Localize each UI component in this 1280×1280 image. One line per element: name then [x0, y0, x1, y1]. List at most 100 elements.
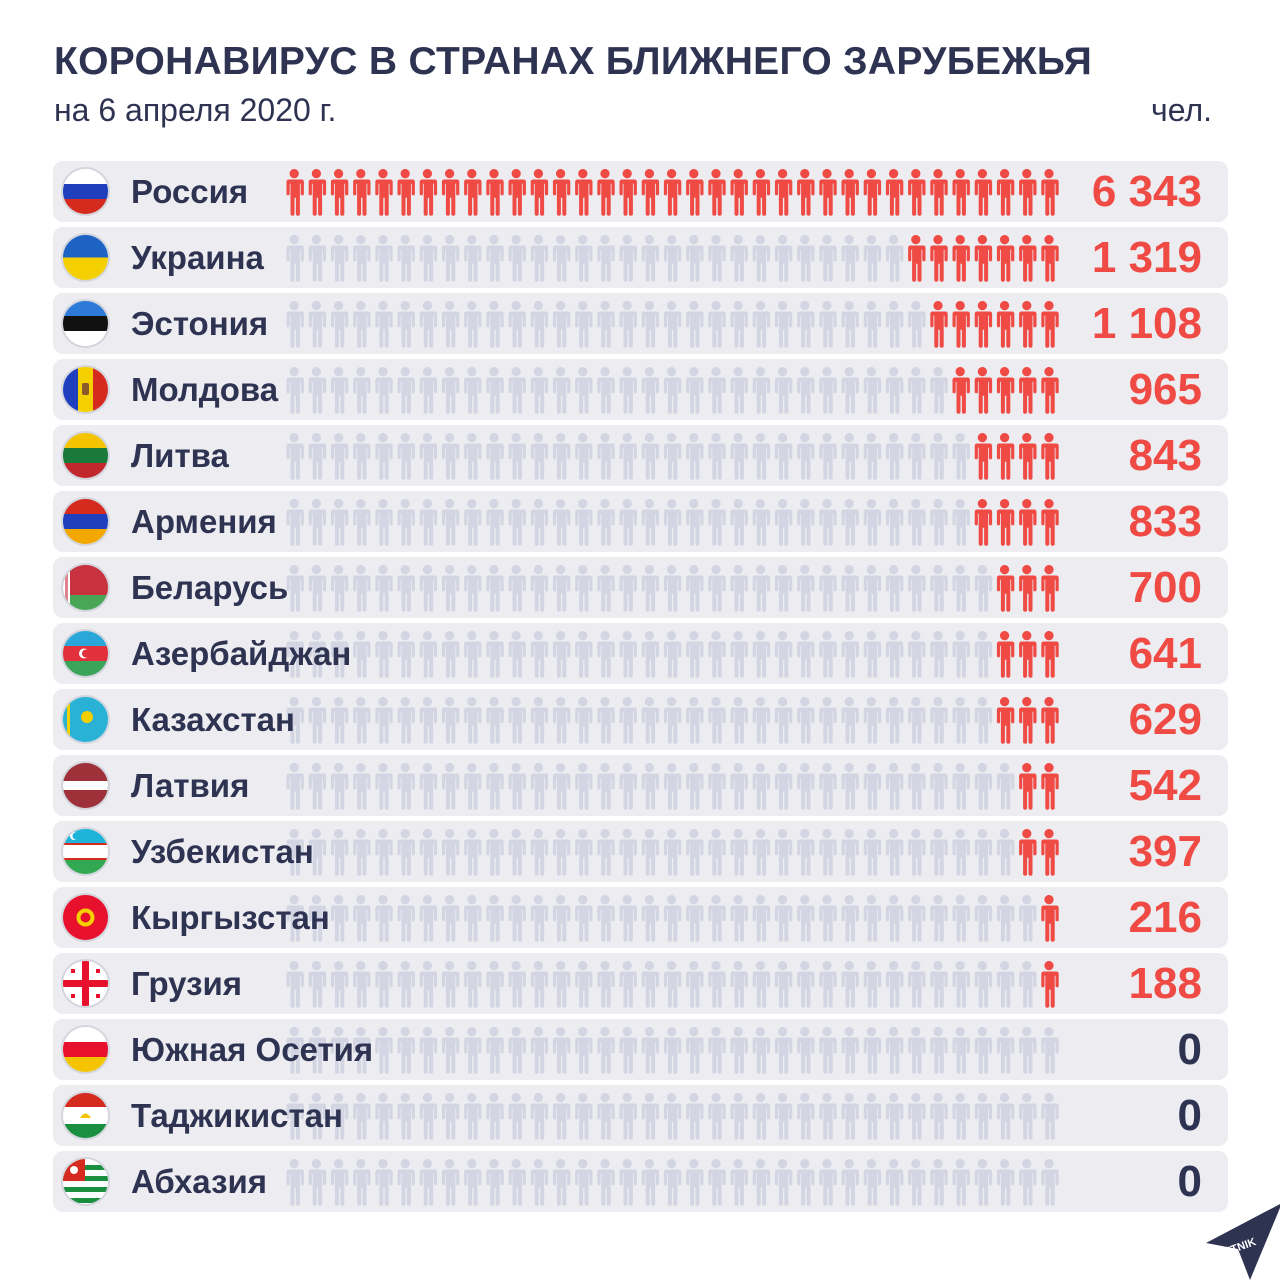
- person-icon: [908, 697, 926, 744]
- person-icon: [908, 433, 926, 480]
- person-icon: [774, 1159, 793, 1206]
- person-icon: [552, 697, 571, 744]
- person-icon: [974, 367, 993, 414]
- person-icon: [575, 301, 593, 348]
- person-icon: [885, 1027, 904, 1074]
- person-icon: [486, 565, 504, 612]
- person-icon: [774, 961, 793, 1008]
- person-icon: [641, 895, 660, 942]
- person-icon: [353, 169, 371, 216]
- person-icon: [663, 169, 682, 216]
- person-icon: [353, 565, 371, 612]
- person-icon: [952, 433, 970, 480]
- person-icon: [1019, 961, 1037, 1008]
- person-icon: [530, 1159, 549, 1206]
- person-icon: [508, 169, 526, 216]
- person-icon: [486, 169, 504, 216]
- country-label: Украина: [131, 239, 264, 276]
- person-icon: [930, 961, 948, 1008]
- person-icon: [508, 1027, 526, 1074]
- value-label: 0: [1177, 1091, 1202, 1140]
- person-icon: [353, 1093, 371, 1140]
- person-icon: [330, 1027, 349, 1074]
- person-icon: [708, 895, 726, 942]
- person-icon: [641, 565, 660, 612]
- person-icon: [1019, 367, 1037, 414]
- person-icon: [908, 235, 926, 282]
- person-icon: [530, 961, 549, 1008]
- person-icon: [819, 433, 837, 480]
- person-icon: [663, 763, 682, 810]
- person-icon: [663, 697, 682, 744]
- unit-label: чел.: [1151, 92, 1212, 128]
- person-icon: [730, 235, 748, 282]
- person-icon: [708, 433, 726, 480]
- country-label: Южная Осетия: [131, 1031, 374, 1068]
- person-icon: [774, 1093, 793, 1140]
- person-icon: [1041, 631, 1059, 678]
- person-icon: [752, 829, 771, 876]
- person-icon: [863, 565, 882, 612]
- person-icon: [597, 895, 615, 942]
- person-icon: [996, 499, 1015, 546]
- person-icon: [441, 433, 460, 480]
- person-icon: [419, 697, 438, 744]
- person-icon: [575, 499, 593, 546]
- person-icon: [286, 301, 304, 348]
- person-icon: [952, 895, 970, 942]
- person-icon: [619, 961, 637, 1008]
- person-icon: [841, 301, 859, 348]
- person-icon: [575, 367, 593, 414]
- person-icon: [663, 961, 682, 1008]
- person-icon: [353, 1027, 371, 1074]
- person-icon: [353, 763, 371, 810]
- person-icon: [952, 499, 970, 546]
- person-icon: [464, 697, 482, 744]
- person-icon: [530, 829, 549, 876]
- person-icon: [686, 499, 704, 546]
- person-icon: [1041, 961, 1059, 1008]
- person-icon: [774, 895, 793, 942]
- person-icon: [663, 367, 682, 414]
- person-icon: [730, 1027, 748, 1074]
- person-icon: [619, 829, 637, 876]
- person-icon: [819, 961, 837, 1008]
- person-icon: [752, 1027, 771, 1074]
- pictogram-russia: [286, 169, 1059, 216]
- person-icon: [819, 895, 837, 942]
- person-icon: [952, 961, 970, 1008]
- person-icon: [641, 961, 660, 1008]
- person-icon: [686, 301, 704, 348]
- country-row-uzbekistan: Узбекистан 397: [53, 821, 1228, 882]
- person-icon: [863, 829, 882, 876]
- person-icon: [841, 829, 859, 876]
- person-icon: [330, 895, 349, 942]
- armenia-flag-icon: [63, 499, 108, 544]
- latvia-flag-icon: [63, 763, 108, 808]
- person-icon: [885, 1159, 904, 1206]
- person-icon: [508, 697, 526, 744]
- person-icon: [441, 499, 460, 546]
- person-icon: [885, 433, 904, 480]
- person-icon: [575, 235, 593, 282]
- person-icon: [885, 169, 904, 216]
- person-icon: [353, 499, 371, 546]
- person-icon: [974, 763, 993, 810]
- person-icon: [330, 829, 349, 876]
- person-icon: [419, 433, 438, 480]
- country-row-ukraine: Украина 1 319: [53, 227, 1228, 288]
- person-icon: [330, 631, 349, 678]
- person-icon: [486, 631, 504, 678]
- person-icon: [996, 1027, 1015, 1074]
- country-label: Беларусь: [131, 569, 289, 606]
- person-icon: [353, 235, 371, 282]
- person-icon: [730, 631, 748, 678]
- person-icon: [397, 169, 415, 216]
- person-icon: [996, 235, 1015, 282]
- person-icon: [686, 763, 704, 810]
- value-label: 641: [1128, 629, 1202, 678]
- person-icon: [996, 829, 1015, 876]
- person-icon: [1019, 235, 1037, 282]
- georgia-flag-icon: [63, 961, 108, 1006]
- person-icon: [819, 367, 837, 414]
